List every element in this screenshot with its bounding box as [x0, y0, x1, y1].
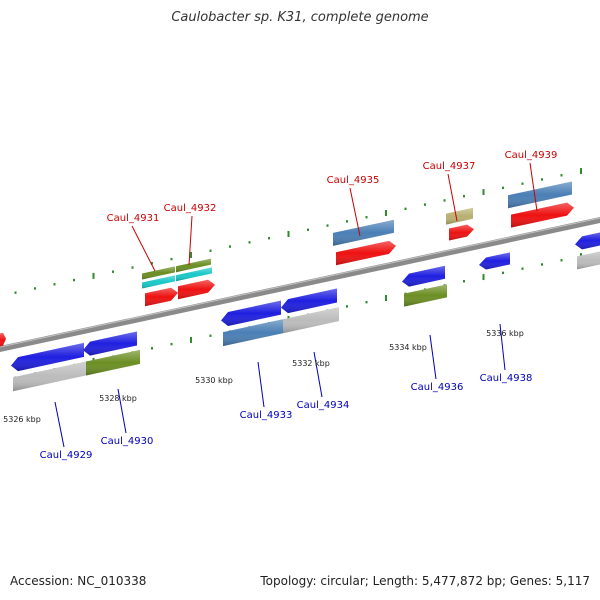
gene-block-4930-a: [83, 331, 137, 356]
gene-block-4930-shade: [86, 349, 140, 376]
leader-line-4935: [349, 187, 361, 237]
gene-block-4932-b: [176, 267, 212, 282]
gene-block-4937-a-shade: [446, 207, 473, 225]
scale-label-5328: 5328 kbp: [99, 394, 137, 403]
scale-label-5334: 5334 kbp: [389, 343, 427, 352]
gene-block-4935-a-shade: [333, 219, 394, 246]
gene-label-4939: Caul_4939: [505, 150, 558, 161]
leader-line-4939: [529, 162, 538, 212]
gene-block-edge: [0, 332, 6, 347]
gene-block-4939-shade: [511, 202, 574, 228]
gene-block-4929-shade: [13, 361, 87, 392]
gene-block-4939-a: [508, 181, 572, 209]
gene-block-4929-a: [11, 342, 84, 372]
gene-label-4932: Caul_4932: [164, 203, 217, 214]
gene-block-4938-a-shade: [479, 252, 510, 270]
scale-label-5336: 5336 kbp: [486, 329, 524, 338]
gene-block-4931-a-shade: [142, 266, 175, 280]
leader-line-4929: [54, 401, 65, 448]
gene-block-4932-a-shade: [176, 258, 211, 273]
leader-line-4933: [257, 361, 265, 408]
gene-block-4939: [511, 202, 574, 228]
gene-block-4931-b-shade: [142, 275, 175, 289]
gene-block-4930-a-shade: [83, 331, 137, 356]
leader-line-4938: [499, 323, 506, 371]
gene-block-4938-c-shade: [577, 251, 600, 270]
scale-label-5326: 5326 kbp: [3, 415, 41, 424]
gene-block-4936-shade: [404, 284, 447, 307]
leader-line-4931: [131, 225, 156, 272]
gene-block-4930: [86, 349, 140, 376]
gene-block-4938-b-shade: [575, 232, 600, 250]
gene-block-4939-a-shade: [508, 181, 572, 209]
gene-block-4931: [145, 287, 178, 307]
gene-block-4934-a-shade: [281, 288, 337, 314]
gene-label-4936: Caul_4936: [411, 382, 464, 393]
gene-block-edge-shade: [0, 332, 6, 347]
gene-block-4933-a-shade: [221, 300, 281, 326]
gene-block-4933-shade: [223, 319, 283, 347]
label-leader-lines: [54, 162, 538, 448]
accession-text: Accession: NC_010338: [10, 574, 147, 588]
gene-block-4937: [449, 224, 474, 241]
leader-line-4930: [117, 388, 127, 434]
gene-block-4935-shade: [336, 240, 396, 266]
gene-block-4932-shade: [178, 279, 215, 300]
gene-block-4929: [13, 361, 87, 392]
gene-block-4932: [178, 279, 215, 300]
gene-label-4934: Caul_4934: [297, 400, 350, 411]
gene-block-4937-shade: [449, 224, 474, 241]
gene-block-4935-a: [333, 219, 394, 246]
gene-label-4937: Caul_4937: [423, 161, 476, 172]
gene-block-4938-c: [577, 251, 600, 270]
gene-block-4933-a: [221, 300, 281, 326]
gene-block-4932-b-shade: [176, 267, 212, 282]
gene-block-4935: [336, 240, 396, 266]
leader-line-4937: [447, 173, 458, 222]
gene-block-4938-a: [479, 252, 510, 270]
gene-label-4933: Caul_4933: [240, 410, 293, 421]
gene-label-4938: Caul_4938: [480, 373, 533, 384]
gene-block-4934-shade: [283, 307, 339, 334]
gene-label-4931: Caul_4931: [107, 213, 160, 224]
scale-label-5332: 5332 kbp: [292, 359, 330, 368]
gene-block-4936-a-shade: [402, 265, 445, 287]
gene-block-4934: [283, 307, 339, 334]
gene-block-4931-shade: [145, 287, 178, 307]
text-labels: 5326 kbp 5328 kbp 5330 kbp 5332 kbp 5334 kbp…: [3, 150, 557, 461]
map-title: Caulobacter sp. K31, complete genome: [171, 10, 429, 25]
gene-block-4936: [404, 284, 447, 307]
gene-block-4933: [223, 319, 283, 347]
gene-block-4934-a: [281, 288, 337, 314]
gene-block-4931-a: [142, 266, 175, 280]
gene-label-4930: Caul_4930: [101, 436, 154, 447]
backbone-highlight: [0, 217, 600, 348]
genome-summary-text: Topology: circular; Length: 5,477,872 bp…: [260, 574, 590, 588]
genome-backbone: [0, 217, 600, 352]
gene-block-4937-a: [446, 207, 473, 225]
gene-label-4935: Caul_4935: [327, 175, 380, 186]
gene-block-4938-b: [575, 232, 600, 250]
gene-label-4929: Caul_4929: [40, 450, 93, 461]
gene-block-4932-a: [176, 258, 211, 273]
gene-block-4929-a-shade: [11, 342, 84, 372]
leader-line-4936: [429, 334, 437, 380]
gene-features: [0, 181, 600, 392]
gene-block-4936-a: [402, 265, 445, 287]
scale-label-5330: 5330 kbp: [195, 376, 233, 385]
leader-line-4934: [313, 351, 323, 398]
leader-line-4932: [188, 215, 193, 266]
gene-block-4931-b: [142, 275, 175, 289]
